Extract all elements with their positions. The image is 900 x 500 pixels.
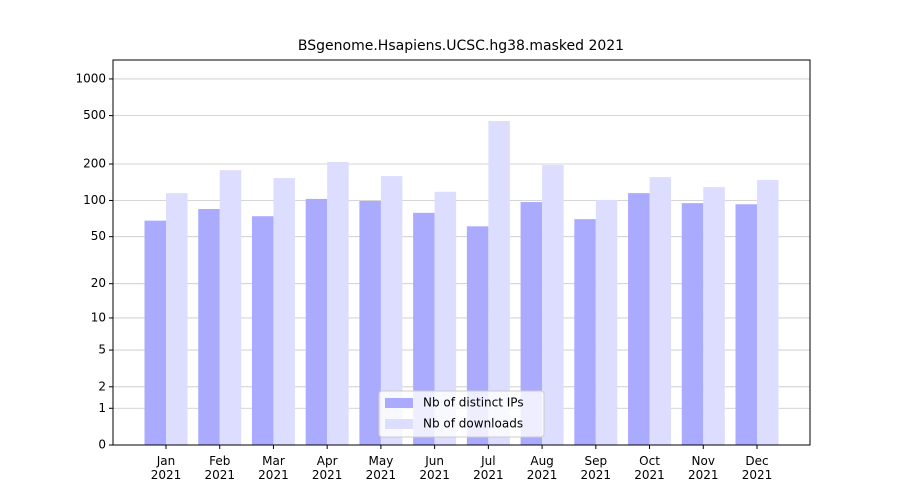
x-tick-label: Apr 2021 — [311, 454, 343, 482]
x-tick-label: Nov 2021 — [687, 454, 719, 482]
bar — [219, 170, 242, 446]
bar — [628, 193, 650, 445]
bar — [273, 178, 295, 445]
x-tick-label: Dec 2021 — [741, 454, 773, 482]
bar — [735, 204, 757, 445]
bar — [520, 202, 543, 445]
bar — [434, 191, 457, 445]
y-tick-label: 10 — [91, 310, 106, 324]
y-tick-label: 5 — [98, 343, 106, 357]
bar — [681, 203, 704, 445]
legend: Nb of distinct IPs Nb of downloads — [378, 390, 545, 438]
bar — [144, 220, 166, 445]
y-tick-label: 100 — [83, 193, 106, 207]
y-tick-label: 0 — [98, 438, 106, 452]
y-tick-label: 50 — [91, 229, 106, 243]
bar — [595, 199, 618, 445]
y-tick-label: 1 — [98, 401, 106, 415]
bar — [703, 187, 725, 446]
x-tick-label: Sep 2021 — [580, 454, 612, 482]
y-tick-label: 200 — [83, 157, 106, 171]
legend-label: Nb of distinct IPs — [423, 396, 524, 410]
bar — [413, 212, 435, 445]
bar — [166, 193, 188, 445]
bar — [198, 208, 220, 445]
bar — [649, 177, 672, 445]
bar — [359, 200, 381, 445]
x-tick-label: Mar 2021 — [258, 454, 289, 482]
bar — [757, 179, 779, 445]
bar — [574, 219, 596, 445]
y-tick-label: 2 — [98, 379, 106, 393]
bar — [466, 226, 489, 445]
x-tick-label: May 2021 — [365, 454, 397, 482]
legend-box — [378, 390, 545, 438]
bar — [542, 165, 564, 446]
chart-title: BSgenome.Hsapiens.UCSC.hg38.masked 2021 — [298, 38, 624, 54]
x-tick-label: Jun 2021 — [419, 454, 450, 482]
y-tick-label: 20 — [91, 276, 106, 290]
x-tick-label: Oct 2021 — [634, 454, 665, 482]
bar — [251, 216, 274, 445]
bars — [144, 120, 779, 446]
x-tick-label: Jan 2021 — [150, 454, 182, 482]
legend-swatch — [385, 419, 413, 429]
x-tick-label: Feb 2021 — [204, 454, 235, 482]
x-tick-label: Aug 2021 — [526, 454, 558, 482]
y-tick-label: 1000 — [75, 71, 106, 85]
legend-label: Nb of downloads — [423, 417, 523, 431]
legend-swatch — [385, 398, 413, 408]
x-tick-label: Jul 2021 — [473, 454, 504, 482]
bar — [305, 198, 328, 445]
bar — [380, 176, 403, 446]
plot-frame — [112, 59, 811, 446]
bar — [327, 161, 349, 445]
y-tick-label: 500 — [83, 108, 106, 122]
bar — [488, 120, 510, 445]
